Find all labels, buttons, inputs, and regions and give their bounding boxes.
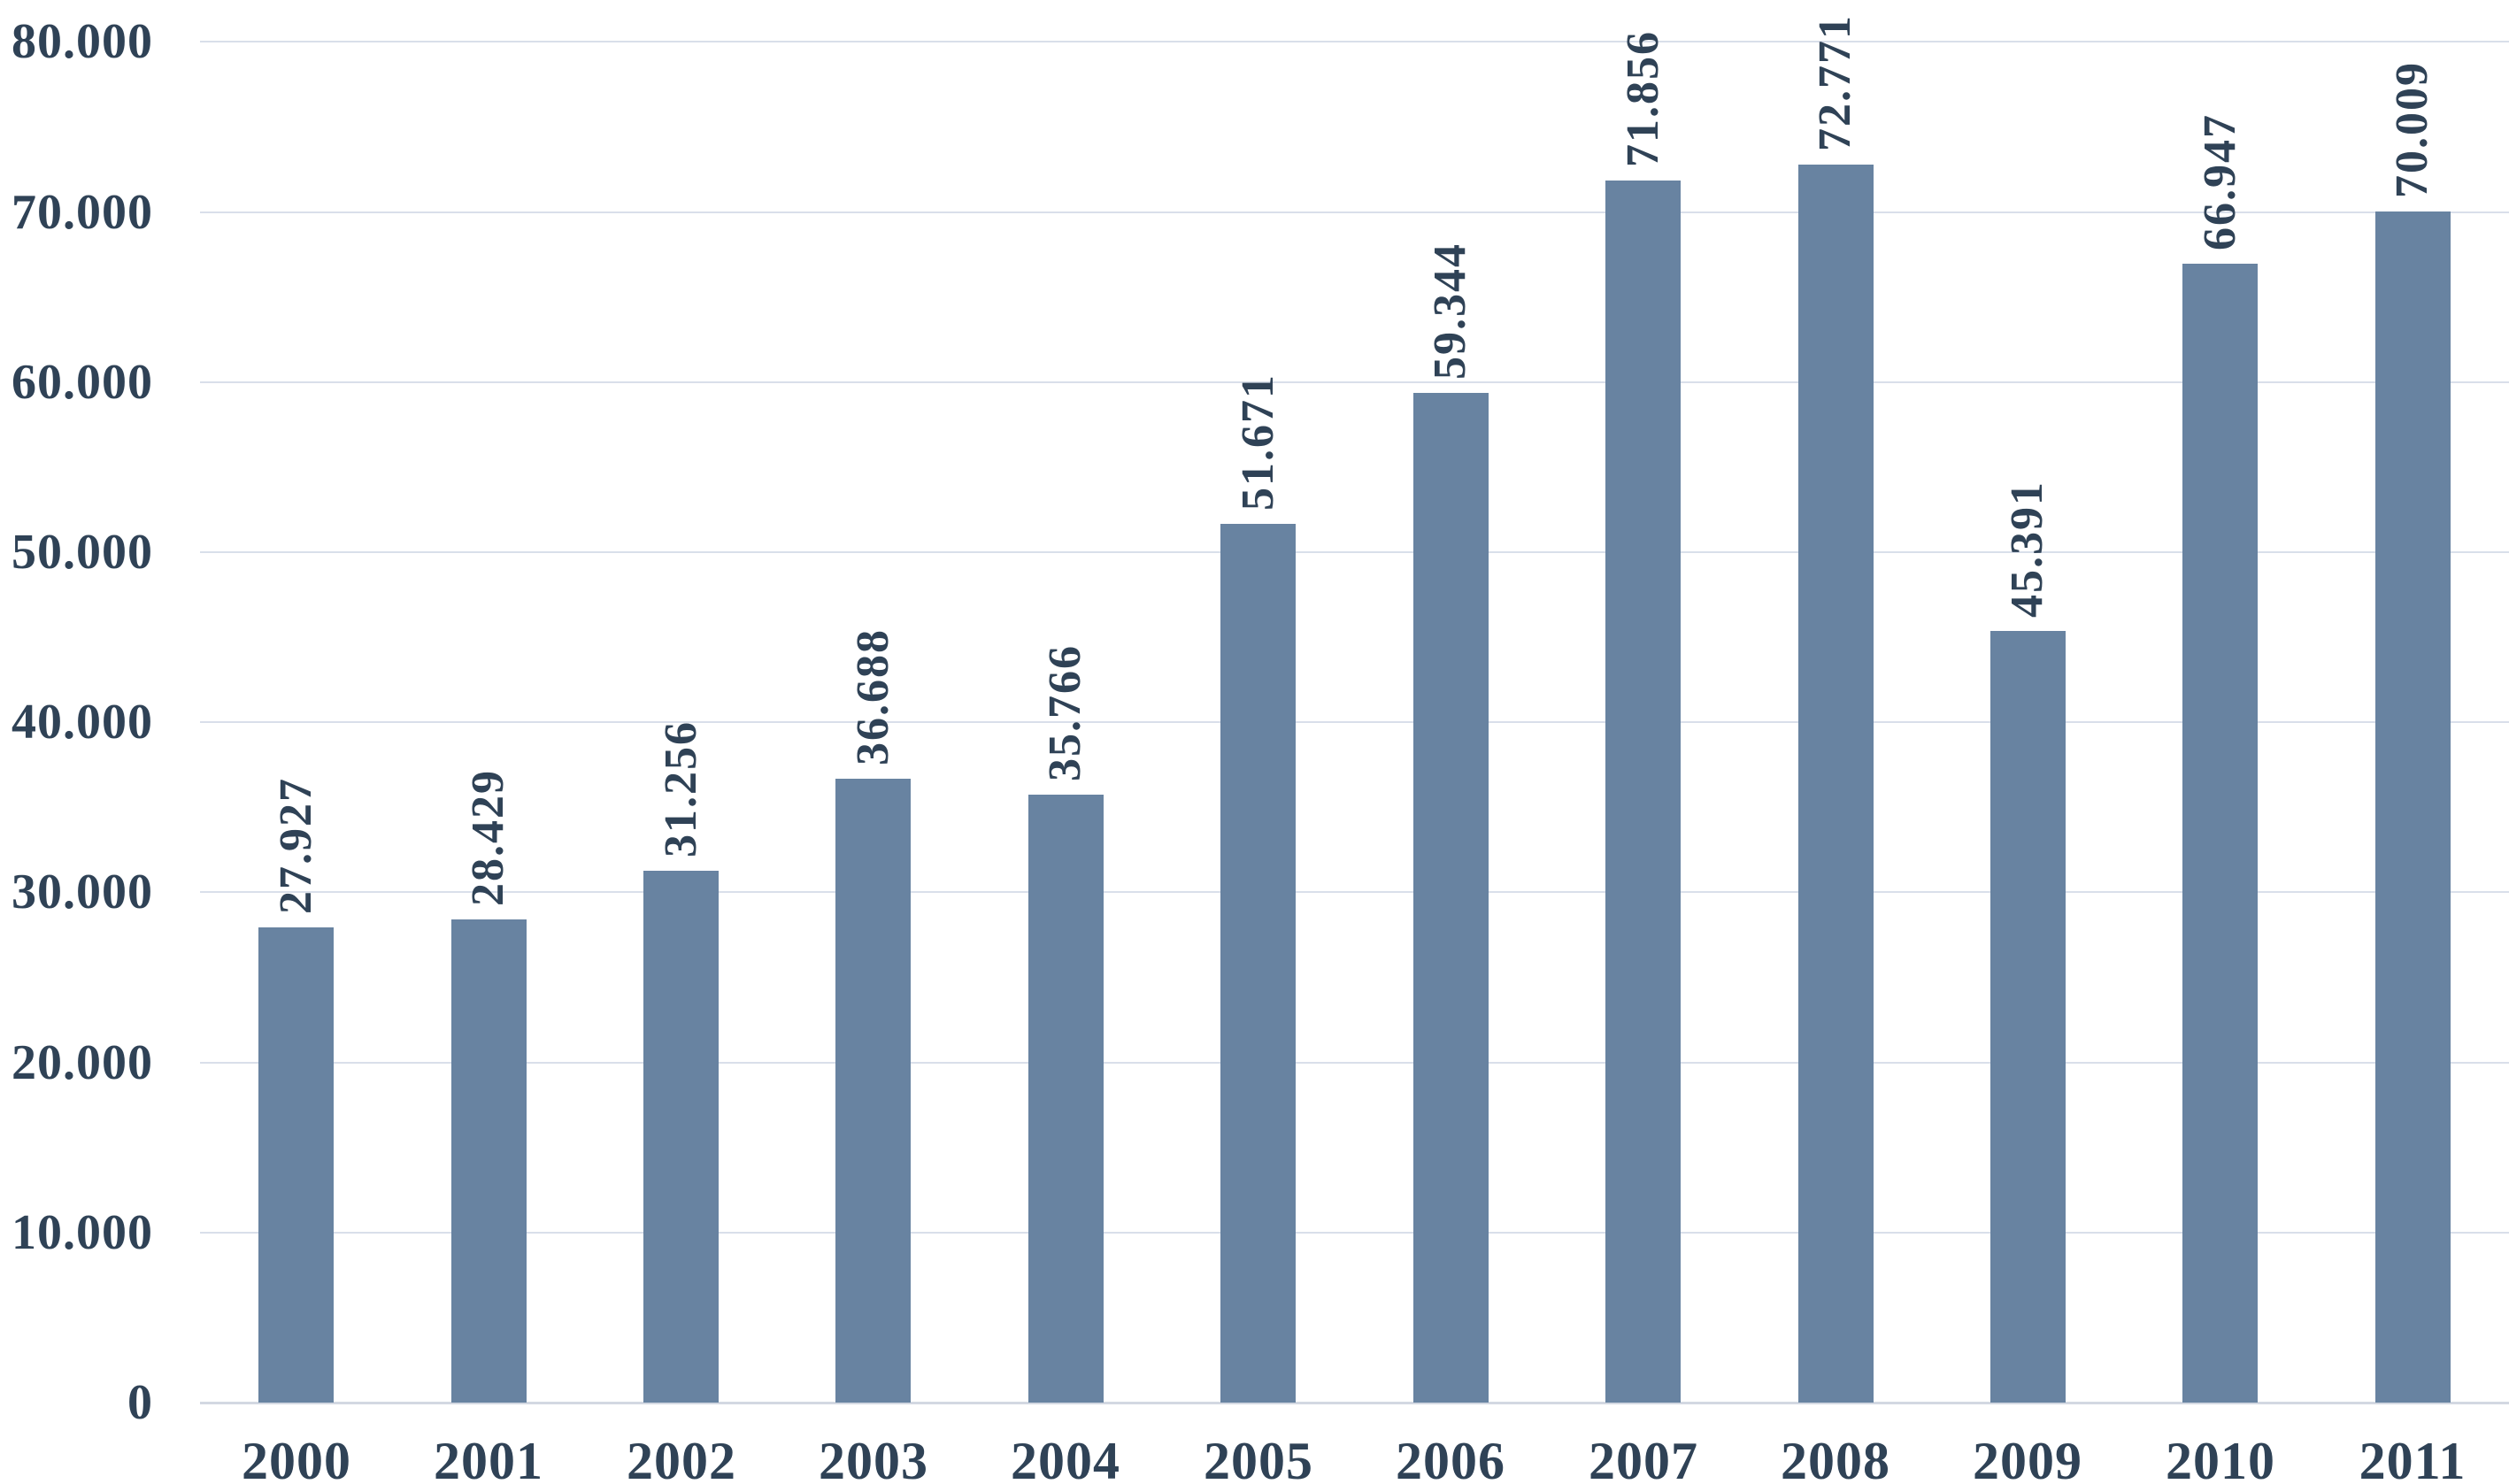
x-axis-tick-label: 2003 <box>819 1432 928 1484</box>
bar <box>643 871 719 1403</box>
bar-value-label: 72.771 <box>1810 14 1860 151</box>
gridline <box>200 41 2509 42</box>
bar-value-label: 59.344 <box>1425 242 1475 380</box>
bar-value-label: 66.947 <box>2195 113 2245 250</box>
bar-value-label: 35.766 <box>1040 644 1090 781</box>
gridline <box>200 721 2509 723</box>
x-axis-tick-label: 2009 <box>1973 1432 2082 1484</box>
bar-value-label: 70.009 <box>2387 61 2437 198</box>
y-axis-tick-label: 80.000 <box>12 14 153 69</box>
gridline <box>200 1232 2509 1234</box>
bar <box>1798 165 1874 1403</box>
x-axis-tick-label: 2004 <box>1011 1432 1120 1484</box>
bar-value-label: 28.429 <box>463 769 513 906</box>
bar <box>1990 631 2066 1403</box>
y-axis-tick-label: 60.000 <box>12 355 153 410</box>
x-axis-tick-label: 2007 <box>1589 1432 1698 1484</box>
x-axis-tick-label: 2011 <box>2359 1432 2467 1484</box>
bar-value-label: 31.256 <box>656 720 706 857</box>
x-axis-tick-label: 2008 <box>1781 1432 1890 1484</box>
bar <box>2375 211 2451 1403</box>
bar-value-label: 45.391 <box>2002 481 2052 618</box>
gridline <box>200 381 2509 383</box>
y-axis-tick-label: 0 <box>127 1375 153 1430</box>
gridline <box>200 551 2509 553</box>
bar-value-label: 27.927 <box>271 777 321 914</box>
gridline <box>200 1062 2509 1064</box>
gridline <box>200 891 2509 893</box>
bar-value-label: 71.856 <box>1618 30 1668 167</box>
y-axis-tick-label: 70.000 <box>12 185 153 240</box>
x-axis-tick-label: 2006 <box>1396 1432 1505 1484</box>
bar <box>1028 795 1104 1403</box>
y-axis-tick-label: 20.000 <box>12 1035 153 1090</box>
bar <box>835 779 911 1403</box>
bar <box>2182 264 2258 1403</box>
bar <box>1605 181 1681 1403</box>
bar-value-label: 36.688 <box>848 628 898 765</box>
x-axis-tick-label: 2005 <box>1204 1432 1313 1484</box>
bar <box>1220 524 1296 1403</box>
bar <box>258 927 334 1403</box>
bar <box>451 919 527 1403</box>
x-axis-tick-label: 2001 <box>434 1432 543 1484</box>
gridline <box>200 211 2509 213</box>
x-axis-tick-label: 2002 <box>627 1432 736 1484</box>
x-axis-tick-label: 2000 <box>242 1432 351 1484</box>
y-axis-tick-label: 50.000 <box>12 525 153 580</box>
bar <box>1413 393 1489 1403</box>
y-axis-tick-label: 10.000 <box>12 1205 153 1260</box>
x-axis-line <box>200 1402 2509 1404</box>
y-axis-tick-label: 40.000 <box>12 695 153 750</box>
bar-value-label: 51.671 <box>1233 373 1283 511</box>
y-axis-tick-label: 30.000 <box>12 865 153 919</box>
x-axis-tick-label: 2010 <box>2166 1432 2275 1484</box>
